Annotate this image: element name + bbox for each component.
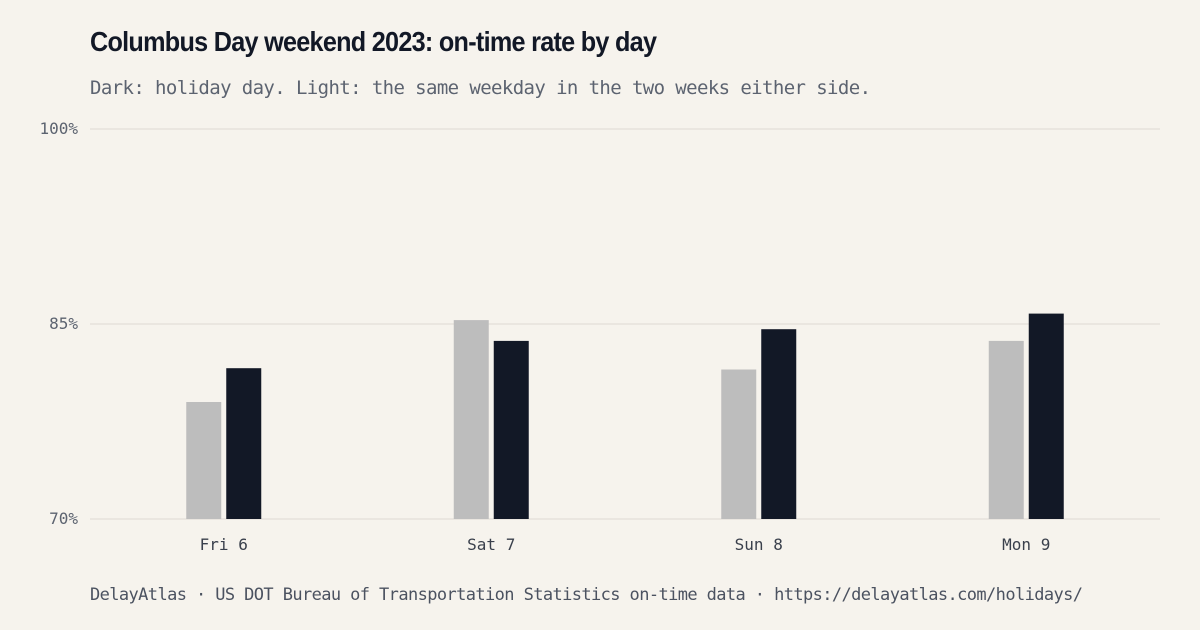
- holiday-bar: [1028, 313, 1064, 519]
- x-category-label: Fri 6: [200, 535, 248, 554]
- y-tick-label: 70%: [49, 509, 78, 528]
- x-category-label: Sat 7: [467, 535, 515, 554]
- holiday-bar: [761, 329, 797, 519]
- holiday-bar: [493, 340, 529, 519]
- chart-title: Columbus Day weekend 2023: on-time rate …: [90, 26, 657, 57]
- baseline-bar: [186, 402, 222, 519]
- chart-subtitle: Dark: holiday day. Light: the same weekd…: [90, 77, 871, 99]
- baseline-bar: [988, 340, 1024, 519]
- x-category-label: Mon 9: [1002, 535, 1050, 554]
- y-tick-label: 85%: [49, 314, 78, 333]
- baseline-bar: [721, 369, 757, 519]
- source-footer: DelayAtlas · US DOT Bureau of Transporta…: [90, 585, 1083, 605]
- baseline-bar: [453, 320, 489, 519]
- y-tick-label: 100%: [39, 119, 78, 138]
- holiday-bar: [226, 368, 262, 519]
- x-category-label: Sun 8: [735, 535, 783, 554]
